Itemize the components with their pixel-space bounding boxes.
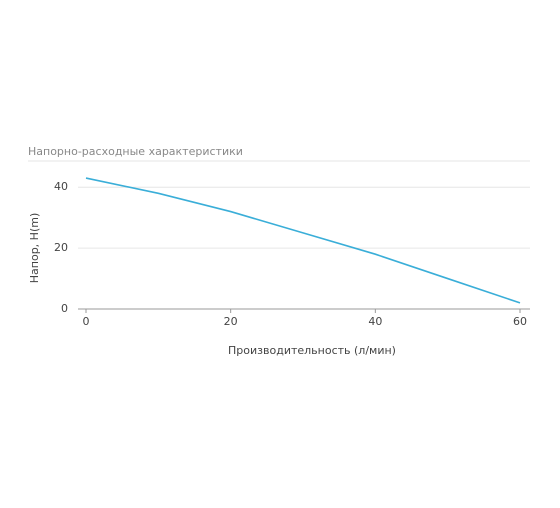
x-axis-label: Производительность (л/мин) bbox=[228, 344, 396, 357]
y-axis-label: Напор, H(m) bbox=[28, 213, 41, 283]
data-line bbox=[85, 177, 521, 304]
y-tick-label: 20 bbox=[54, 241, 68, 254]
x-tick-label: 0 bbox=[83, 315, 90, 328]
x-tick-label: 20 bbox=[224, 315, 238, 328]
chart-title: Напорно-расходные характеристики bbox=[28, 145, 243, 158]
x-tick-label: 40 bbox=[368, 315, 382, 328]
y-tick-label: 40 bbox=[54, 180, 68, 193]
x-tick-label: 60 bbox=[513, 315, 527, 328]
y-tick-label: 0 bbox=[61, 302, 68, 315]
